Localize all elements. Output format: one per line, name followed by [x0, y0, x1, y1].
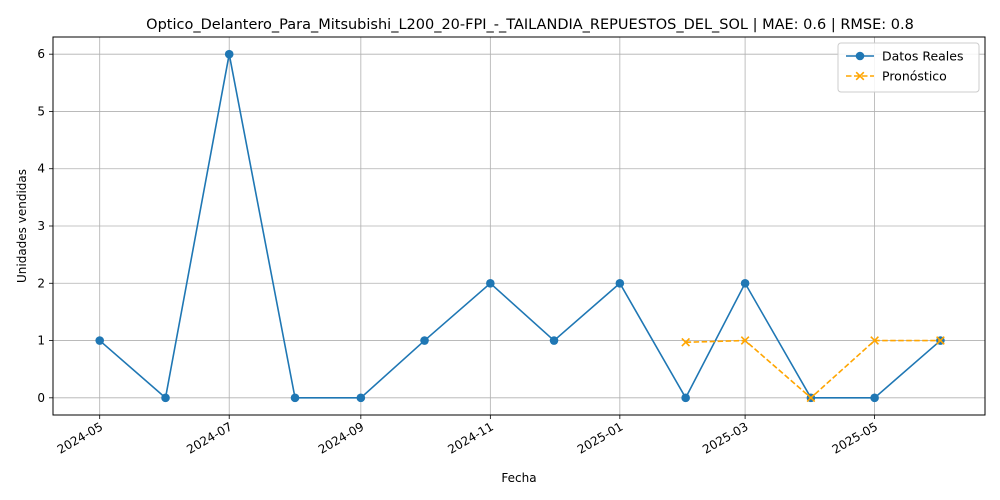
y-tick-label: 4: [37, 162, 45, 176]
data-point: [806, 393, 816, 403]
data-point: [740, 336, 750, 345]
series-layer: [95, 49, 945, 403]
y-tick-label: 6: [37, 47, 45, 61]
data-point: [870, 393, 879, 403]
legend-swatch-marker: [855, 71, 865, 81]
data-point: [486, 278, 495, 288]
x-tick-label: 2024-05: [55, 419, 105, 456]
legend-label: Pronóstico: [882, 69, 947, 84]
y-tick-label: 0: [37, 391, 45, 405]
x-tick-label: 2024-09: [316, 419, 366, 456]
x-tick-label: 2025-01: [575, 419, 625, 456]
y-tick-label: 1: [37, 334, 45, 348]
legend-swatch-marker: [855, 51, 865, 61]
data-point: [615, 278, 625, 288]
y-tick-label: 5: [37, 104, 45, 118]
chart-title: Optico_Delantero_Para_Mitsubishi_L200_20…: [146, 17, 914, 33]
legend-label: Datos Reales: [882, 49, 963, 64]
x-tick-label: 2025-05: [830, 419, 880, 456]
data-point: [95, 336, 105, 345]
x-axis-label: Fecha: [501, 471, 536, 485]
grid-lines: [53, 37, 985, 415]
data-point: [356, 393, 366, 403]
data-point: [290, 393, 300, 403]
x-axis: 2024-05 2024-07 2024-09 2024-11 2025-01 2025-…: [55, 415, 880, 457]
x-tick-label: 2024-11: [445, 419, 495, 456]
legend: Datos Reales Pronóstico: [837, 42, 980, 93]
data-point: [161, 393, 170, 403]
x-tick-label: 2024-07: [184, 419, 234, 456]
y-tick-label: 2: [37, 276, 45, 290]
data-point: [681, 393, 690, 403]
y-tick-label: 3: [37, 219, 45, 233]
data-point: [224, 49, 234, 59]
data-point: [936, 336, 945, 345]
series-pronostico: [681, 336, 945, 403]
series-line: [99, 54, 941, 400]
data-point: [549, 336, 559, 345]
data-point: [420, 336, 429, 345]
data-point: [681, 337, 691, 347]
data-point: [870, 336, 879, 345]
series-line: [685, 339, 941, 399]
data-point: [740, 278, 750, 288]
y-axis-label: Unidades vendidas: [15, 169, 29, 283]
y-axis: 0 1 2 3 4 5 6: [37, 47, 53, 405]
x-tick-label: 2025-03: [700, 419, 750, 456]
